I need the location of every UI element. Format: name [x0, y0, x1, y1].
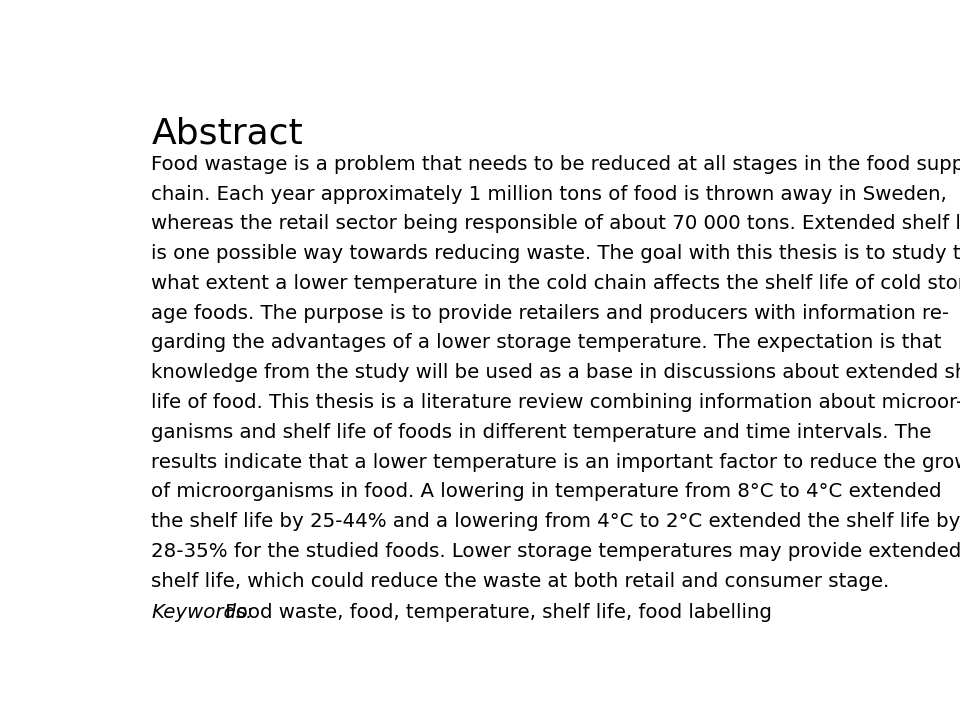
Text: Keywords:: Keywords:: [152, 603, 253, 622]
Text: shelf life, which could reduce the waste at both retail and consumer stage.: shelf life, which could reduce the waste…: [152, 571, 890, 591]
Text: what extent a lower temperature in the cold chain affects the shelf life of cold: what extent a lower temperature in the c…: [152, 274, 960, 293]
Text: Food wastage is a problem that needs to be reduced at all stages in the food sup: Food wastage is a problem that needs to …: [152, 155, 960, 174]
Text: 28-35% for the studied foods. Lower storage temperatures may provide extended: 28-35% for the studied foods. Lower stor…: [152, 542, 960, 561]
Text: Abstract: Abstract: [152, 116, 303, 150]
Text: chain. Each year approximately 1 million tons of food is thrown away in Sweden,: chain. Each year approximately 1 million…: [152, 185, 947, 203]
Text: garding the advantages of a lower storage temperature. The expectation is that: garding the advantages of a lower storag…: [152, 334, 942, 352]
Text: knowledge from the study will be used as a base in discussions about extended sh: knowledge from the study will be used as…: [152, 363, 960, 382]
Text: whereas the retail sector being responsible of about 70 000 tons. Extended shelf: whereas the retail sector being responsi…: [152, 214, 960, 233]
Text: life of food. This thesis is a literature review combining information about mic: life of food. This thesis is a literatur…: [152, 393, 960, 412]
Text: results indicate that a lower temperature is an important factor to reduce the g: results indicate that a lower temperatur…: [152, 453, 960, 472]
Text: of microorganisms in food. A lowering in temperature from 8°C to 4°C extended: of microorganisms in food. A lowering in…: [152, 483, 942, 501]
Text: the shelf life by 25-44% and a lowering from 4°C to 2°C extended the shelf life : the shelf life by 25-44% and a lowering …: [152, 512, 960, 531]
Text: Food waste, food, temperature, shelf life, food labelling: Food waste, food, temperature, shelf lif…: [219, 603, 772, 622]
Text: is one possible way towards reducing waste. The goal with this thesis is to stud: is one possible way towards reducing was…: [152, 244, 960, 263]
Text: age foods. The purpose is to provide retailers and producers with information re: age foods. The purpose is to provide ret…: [152, 304, 949, 323]
Text: ganisms and shelf life of foods in different temperature and time intervals. The: ganisms and shelf life of foods in diffe…: [152, 422, 931, 442]
